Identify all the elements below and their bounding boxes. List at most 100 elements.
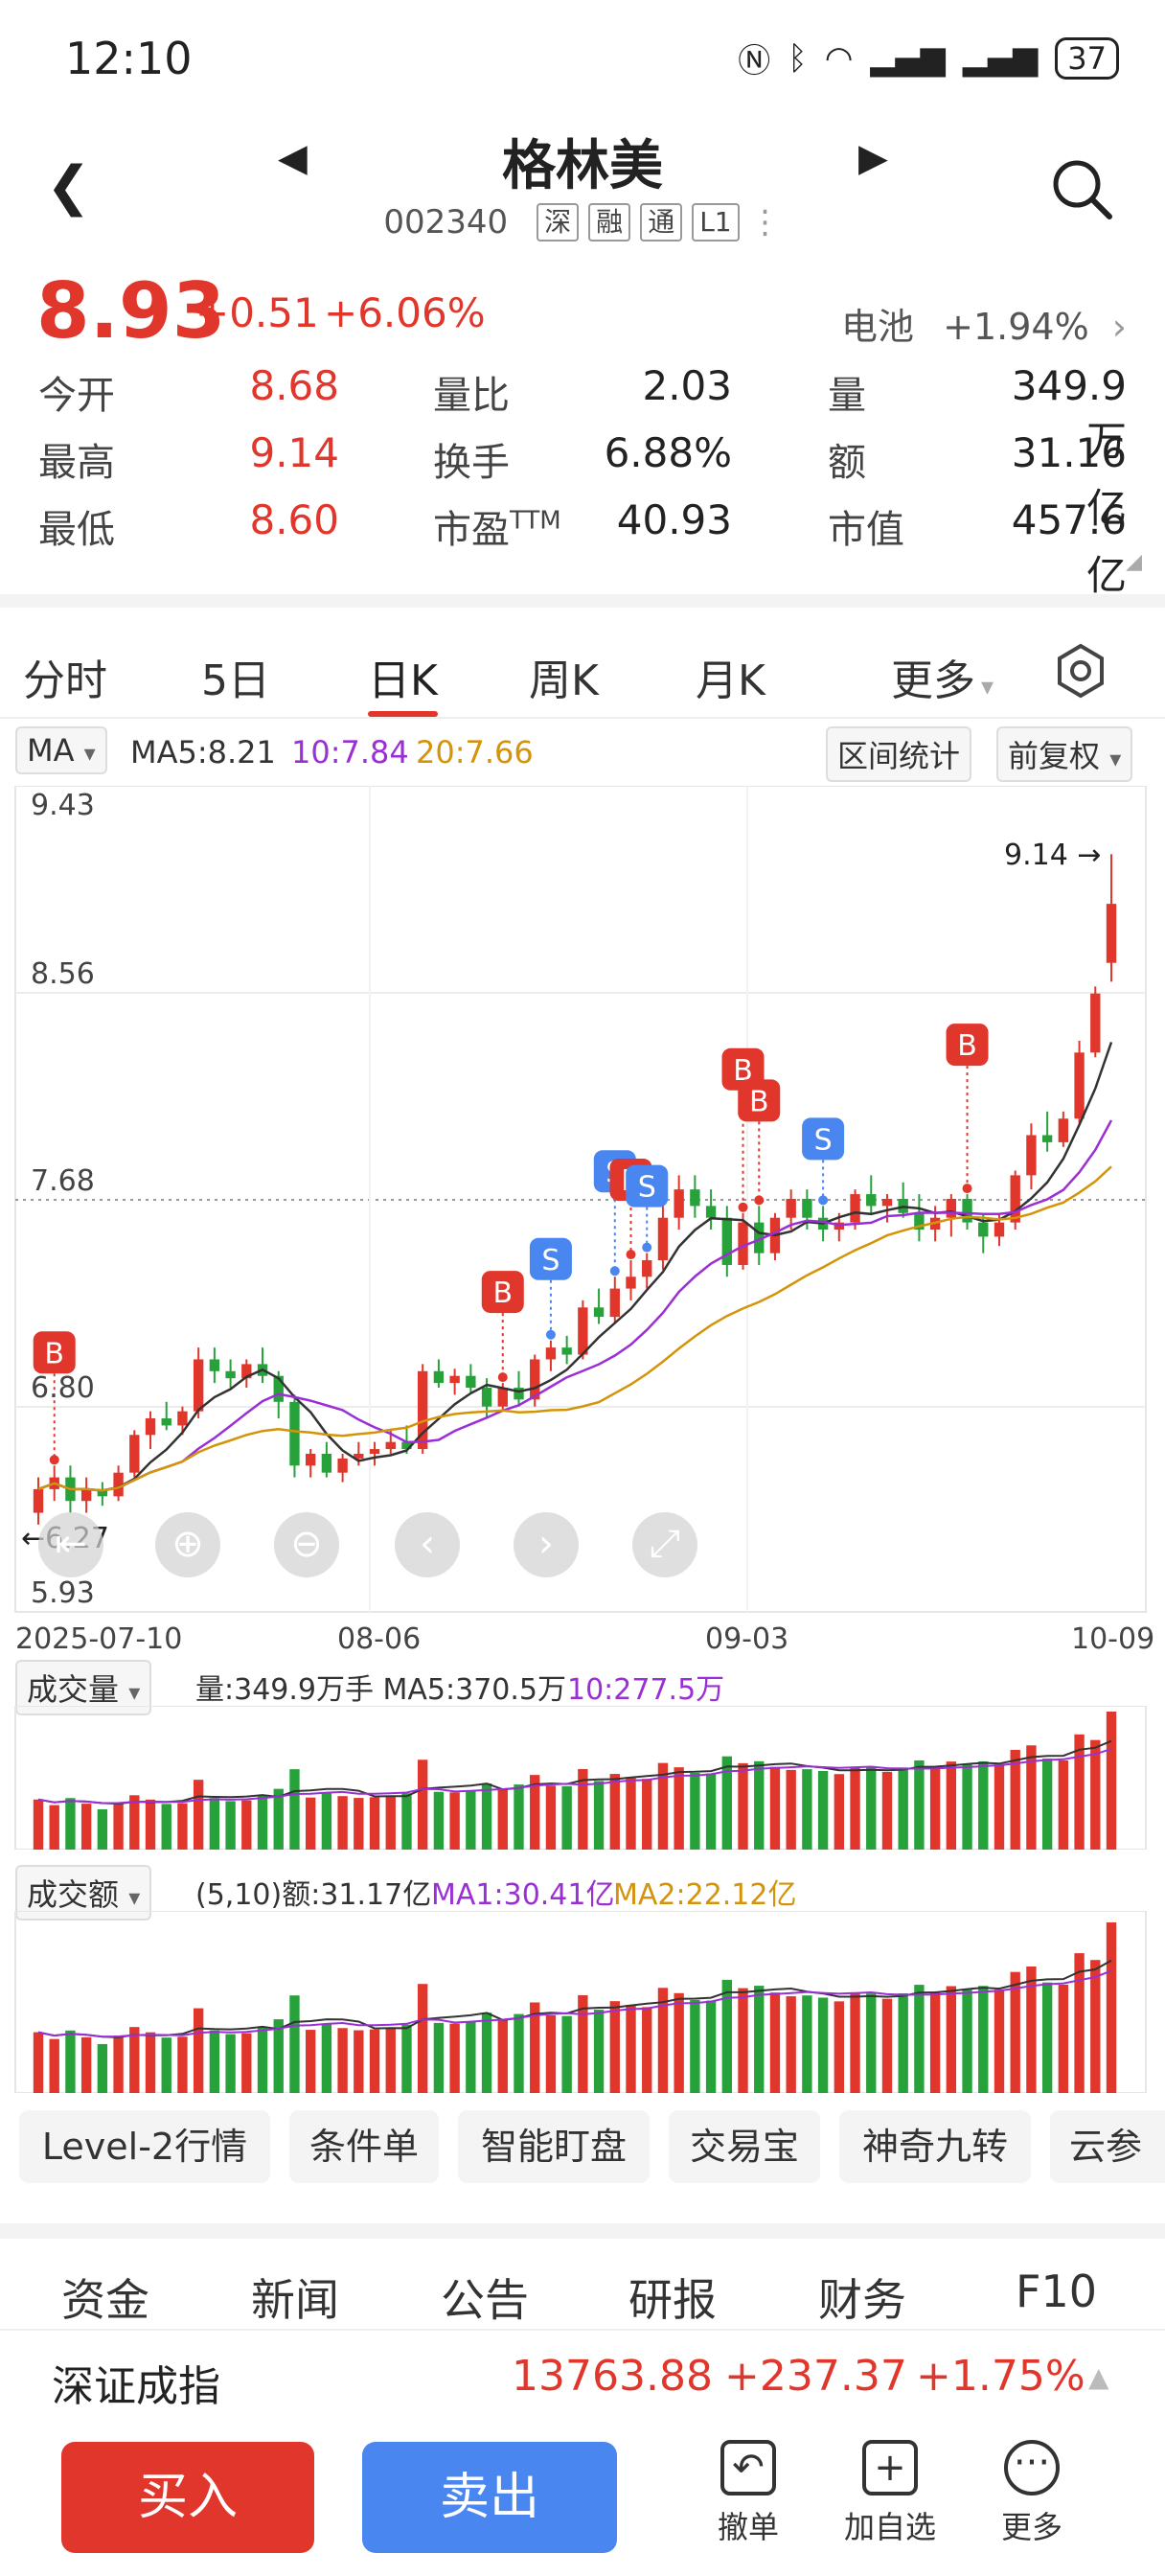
volume-bar: [866, 1993, 877, 2093]
x-tick-label: 09-03: [705, 1622, 788, 1656]
tab-daily-k[interactable]: 日K: [368, 646, 438, 717]
volume-bar: [177, 2036, 188, 2093]
volume-bar: [1090, 1960, 1101, 2093]
candle-body: [1074, 1052, 1085, 1119]
tool-smart-watch[interactable]: 智能盯盘: [458, 2110, 650, 2183]
volume-legend: 量:349.9万手 MA5:370.5万: [195, 1673, 567, 1707]
scroll-right-icon[interactable]: ›: [514, 1512, 579, 1577]
cancel-order-button[interactable]: ↶ 撤单: [686, 2440, 811, 2547]
candle-body: [514, 1388, 524, 1400]
tool-conditional-order[interactable]: 条件单: [289, 2110, 439, 2183]
y-tick-label: 7.68: [31, 1164, 95, 1198]
signal-dot: [642, 1242, 652, 1253]
period-tabs: 分时 5日 日K 周K 月K 更多 ▾: [0, 594, 1165, 719]
undo-icon: ↶: [720, 2440, 776, 2496]
more-dots-icon[interactable]: ⋮: [748, 203, 782, 242]
cancel-order-label: 撤单: [717, 2509, 779, 2545]
volume-ma10-legend: 10:277.5万: [567, 1673, 725, 1707]
kline-chart-area: MA ▾ MA5:8.21 10:7.84 20:7.66 区间统计 前复权 ▾…: [0, 719, 1165, 2099]
scroll-left-far-icon[interactable]: ⇤: [38, 1512, 103, 1577]
settings-icon[interactable]: [1052, 642, 1109, 700]
amount-svg: [14, 1911, 1147, 2093]
sell-button[interactable]: 卖出: [362, 2442, 617, 2553]
tab-f10[interactable]: F10: [1016, 2266, 1097, 2317]
signal-dot: [738, 1202, 748, 1212]
tab-research[interactable]: 研报: [628, 2274, 717, 2326]
caret-up-icon[interactable]: ▲: [1088, 2361, 1109, 2393]
candle-body: [690, 1189, 700, 1207]
add-watchlist-button[interactable]: + 加自选: [828, 2440, 952, 2547]
tool-level2[interactable]: Level-2行情: [19, 2110, 270, 2183]
candle-body: [994, 1222, 1005, 1237]
candle-body: [1090, 993, 1101, 1053]
volume-bar: [850, 1992, 860, 2093]
tool-trade-treasure[interactable]: 交易宝: [669, 2110, 820, 2183]
tab-announcements[interactable]: 公告: [441, 2274, 529, 2326]
candle-body: [305, 1453, 316, 1466]
volume-bar: [209, 2030, 220, 2093]
zoom-out-icon[interactable]: ⊖: [274, 1512, 339, 1577]
candle-body: [609, 1288, 620, 1318]
ma-selector[interactable]: MA ▾: [15, 726, 107, 774]
panel-frame: [14, 1706, 1147, 1850]
volume-bar: [866, 1767, 877, 1850]
volume-bar: [1106, 1921, 1117, 2093]
tab-funds[interactable]: 资金: [61, 2266, 149, 2340]
volume-bar: [161, 2037, 171, 2093]
stock-name: 格林美: [502, 135, 663, 197]
panel-frame: [14, 1911, 1147, 2093]
caret-down-icon: ▾: [1109, 746, 1122, 772]
expand-corner-icon[interactable]: ◢: [1126, 550, 1142, 574]
ma10-line: [37, 1119, 1113, 1492]
candle-body: [193, 1359, 204, 1412]
tool-cloud[interactable]: 云参: [1050, 2110, 1165, 2183]
tab-intraday[interactable]: 分时: [23, 656, 107, 705]
fullscreen-icon[interactable]: ⤢: [632, 1512, 697, 1577]
scroll-left-icon[interactable]: ‹: [395, 1512, 460, 1577]
volume-bar: [834, 1774, 845, 1850]
tab-monthly-k[interactable]: 月K: [696, 656, 765, 705]
sell-signal-badge: [626, 1164, 669, 1208]
range-stats-button[interactable]: 区间统计: [826, 726, 972, 782]
candle-body: [866, 1194, 877, 1207]
buy-button[interactable]: 买入: [61, 2442, 314, 2553]
tab-label: 日K: [368, 656, 438, 705]
prev-stock-icon[interactable]: ◀: [278, 136, 308, 180]
volume-bar: [626, 1777, 636, 1850]
next-stock-icon[interactable]: ▶: [858, 136, 888, 180]
volume-bar: [561, 1785, 572, 1850]
amount-selector-label: 成交额: [27, 1876, 120, 1913]
adjust-selector[interactable]: 前复权 ▾: [996, 726, 1133, 782]
back-icon[interactable]: ❮: [46, 155, 91, 218]
caret-down-icon: ▾: [981, 673, 994, 702]
tab-5day[interactable]: 5日: [201, 656, 270, 705]
volume-bar: [802, 1995, 812, 2093]
signal-dot: [818, 1195, 829, 1206]
volume-bar: [257, 1795, 268, 1850]
zoom-in-icon[interactable]: ⊕: [155, 1512, 220, 1577]
buy-signal-badge: [481, 1271, 524, 1314]
volume-bar: [1058, 1760, 1069, 1850]
search-icon[interactable]: [1050, 157, 1115, 222]
candle-body: [1026, 1135, 1037, 1176]
index-ticker[interactable]: 深证成指 13763.88 +237.37 +1.75% ▲: [0, 2329, 1165, 2425]
buy-signal-badge: [946, 1024, 989, 1067]
tool-nine-turns[interactable]: 神奇九转: [839, 2110, 1031, 2183]
kline-svg[interactable]: BBSSBSBBSB 9.43 8.56 7.68 6.80 5.93 9.14…: [0, 786, 1165, 1840]
tab-news[interactable]: 新闻: [251, 2274, 339, 2326]
stat-volume: 349.9万: [1011, 362, 1127, 465]
nfc-icon: Ⓝ: [738, 42, 771, 80]
tab-weekly-k[interactable]: 周K: [529, 656, 599, 705]
tab-finance[interactable]: 财务: [818, 2274, 906, 2326]
candle-body: [161, 1418, 171, 1426]
sector-link[interactable]: 电池 +1.94% ›: [841, 297, 1127, 350]
volume-bar: [273, 2019, 284, 2093]
tab-more[interactable]: 更多 ▾: [891, 646, 994, 707]
stat-label: 市值: [828, 508, 904, 552]
buy-signal-badge: [738, 1079, 781, 1122]
candle-body: [209, 1359, 220, 1371]
sell-signal-badge: [802, 1117, 845, 1161]
tab-label: 更多: [891, 656, 975, 705]
more-button[interactable]: ··· 更多: [970, 2440, 1094, 2547]
volume-bar: [914, 1985, 925, 2093]
